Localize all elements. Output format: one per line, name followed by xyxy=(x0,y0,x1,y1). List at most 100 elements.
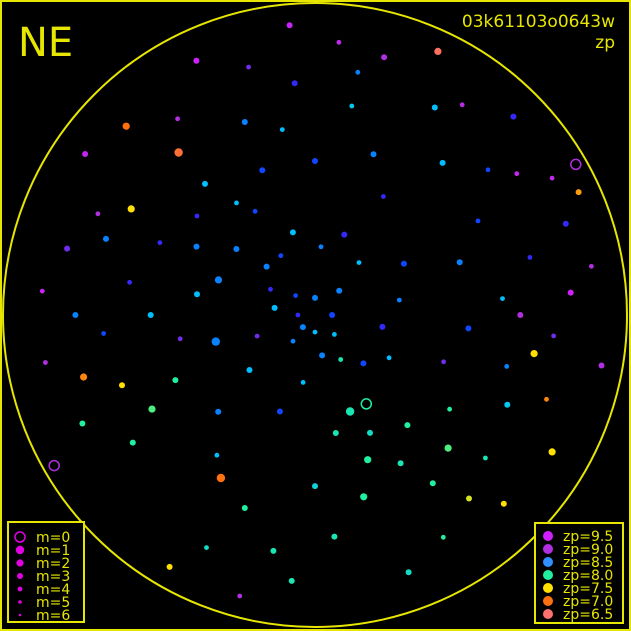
star-point xyxy=(233,246,240,252)
star-point xyxy=(216,473,226,483)
zp-legend: zp=9.5zp=9.0zp=8.5zp=8.0zp=7.5zp=7.0zp=6… xyxy=(543,529,613,623)
zp-legend-label: zp=6.5 xyxy=(563,607,613,623)
star-point xyxy=(527,255,533,260)
zp-legend-marker xyxy=(543,544,553,554)
zp-legend-label: zp=8.5 xyxy=(563,555,613,571)
star-point xyxy=(254,333,260,339)
star-point xyxy=(194,213,200,219)
mag-legend-label: m=0 xyxy=(36,530,70,546)
star-point xyxy=(174,148,183,157)
star-point xyxy=(336,39,342,45)
star-point xyxy=(364,456,372,464)
star-point xyxy=(465,325,472,332)
star-point xyxy=(270,547,277,554)
star-point xyxy=(500,500,507,507)
star-point xyxy=(329,312,336,318)
star-point xyxy=(204,545,209,550)
zp-legend-marker xyxy=(543,570,553,580)
mag-legend-marker xyxy=(18,600,22,604)
star-point xyxy=(103,235,109,242)
mag-legend-label: m=4 xyxy=(36,582,70,598)
star-point xyxy=(177,336,183,342)
star-point xyxy=(291,80,298,87)
star-point xyxy=(202,180,208,187)
star-point xyxy=(295,312,301,318)
star-point xyxy=(318,244,324,250)
star-point xyxy=(441,359,446,365)
star-point xyxy=(332,430,339,436)
zp-legend-marker xyxy=(543,609,553,619)
mag-legend-label: m=5 xyxy=(36,595,70,611)
star-point xyxy=(434,47,442,56)
star-point xyxy=(466,495,472,502)
star-point xyxy=(101,331,106,336)
star-point xyxy=(589,263,594,269)
star-point xyxy=(548,448,556,456)
star-point xyxy=(39,288,45,294)
star-point xyxy=(82,151,89,157)
star-point xyxy=(396,297,402,303)
mag-legend-label: m=6 xyxy=(36,608,70,624)
zp-legend-label: zp=8.0 xyxy=(563,568,613,584)
star-point xyxy=(549,175,555,181)
star-point xyxy=(300,380,306,385)
star-point xyxy=(360,360,367,367)
star-point xyxy=(241,119,248,125)
star-point xyxy=(598,362,605,369)
star-point xyxy=(551,333,556,339)
mag-legend-marker xyxy=(17,586,23,592)
mag-legend-marker xyxy=(15,545,25,555)
star-point xyxy=(459,102,465,108)
star-point xyxy=(312,329,318,335)
star-point xyxy=(500,296,505,301)
mag-legend-label: m=2 xyxy=(36,556,70,572)
star-point xyxy=(331,533,338,540)
star-point xyxy=(504,401,511,408)
star-point xyxy=(530,350,538,358)
star-point xyxy=(312,158,318,164)
star-point xyxy=(570,158,582,171)
star-point xyxy=(80,373,88,381)
star-point xyxy=(336,287,343,294)
mag-legend-box xyxy=(7,521,85,623)
star-point xyxy=(381,194,386,199)
star-point xyxy=(193,57,200,64)
star-point xyxy=(562,220,569,227)
star-point xyxy=(252,208,258,214)
star-point xyxy=(544,396,549,402)
star-point xyxy=(312,294,318,301)
star-point xyxy=(341,231,348,238)
star-point xyxy=(289,229,296,236)
star-point xyxy=(288,577,295,584)
zp-legend-marker xyxy=(543,557,553,567)
zp-legend-marker xyxy=(543,531,553,541)
star-point xyxy=(332,332,337,337)
zp-legend-marker xyxy=(543,596,553,606)
star-point xyxy=(404,422,411,429)
star-point xyxy=(157,240,163,246)
star-point xyxy=(440,534,446,540)
mag-legend-marker xyxy=(14,531,26,543)
star-point xyxy=(381,54,388,61)
zp-legend-label: zp=7.0 xyxy=(563,594,613,610)
star-point xyxy=(147,312,154,318)
star-point xyxy=(237,593,243,599)
star-point xyxy=(405,569,412,576)
star-point xyxy=(504,364,510,369)
star-point xyxy=(299,324,306,331)
star-point xyxy=(319,352,326,359)
star-point xyxy=(211,337,220,346)
star-points xyxy=(39,22,605,599)
star-point xyxy=(286,22,293,29)
star-point xyxy=(166,563,173,570)
mag-legend-marker xyxy=(16,559,24,567)
star-point xyxy=(268,286,273,292)
star-point xyxy=(194,291,200,298)
mag-legend-label: m=1 xyxy=(36,543,70,559)
star-point xyxy=(79,420,86,427)
star-point xyxy=(246,64,252,70)
star-point xyxy=(447,406,452,412)
star-point xyxy=(575,189,582,196)
star-point xyxy=(290,338,296,344)
